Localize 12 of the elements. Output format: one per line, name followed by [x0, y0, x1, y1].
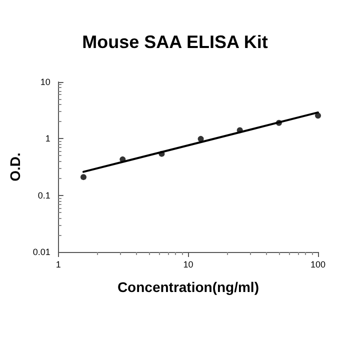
y-tick-label: 1 — [45, 134, 50, 144]
x-axis-title: Concentration(ng/ml) — [117, 279, 259, 295]
y-tick-label: 0.01 — [32, 247, 50, 257]
chart-title: Mouse SAA ELISA Kit — [82, 32, 268, 52]
y-axis-title: O.D. — [7, 152, 23, 182]
y-tick-label: 10 — [40, 77, 50, 87]
x-tick-label: 100 — [310, 260, 326, 270]
point — [315, 112, 321, 119]
x-tick-label: 10 — [183, 260, 194, 270]
point — [80, 174, 86, 180]
x-tick-label: 1 — [56, 260, 61, 270]
y-tick-label: 0.1 — [38, 190, 50, 200]
